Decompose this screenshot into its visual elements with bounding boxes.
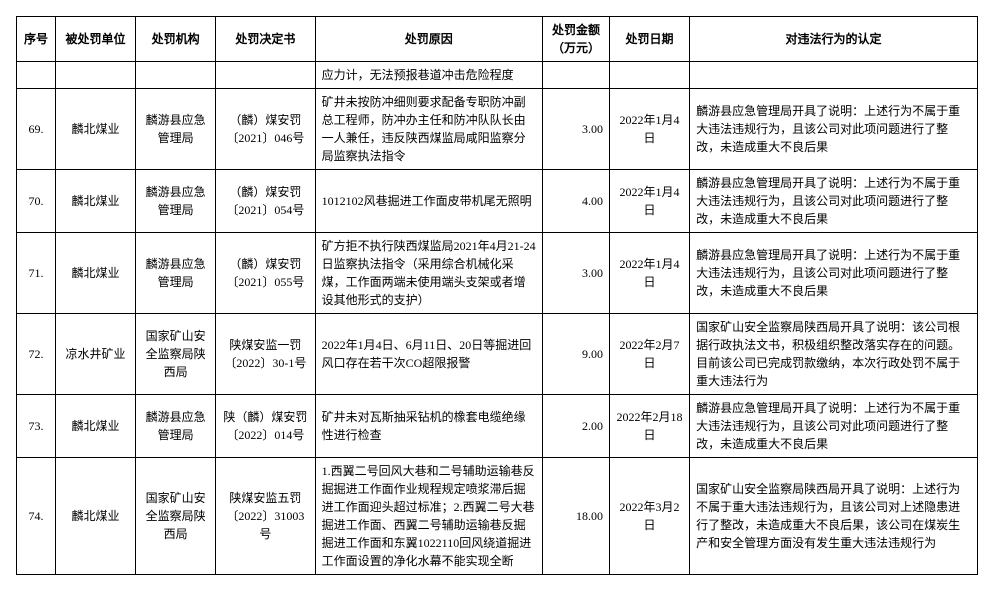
cell-date: 2022年2月18日: [610, 395, 690, 458]
col-header-date: 处罚日期: [610, 17, 690, 62]
table-row: 70.麟北煤业麟游县应急管理局（麟）煤安罚〔2021〕054号1012102风巷…: [17, 170, 978, 233]
cell-agency: 麟游县应急管理局: [136, 395, 216, 458]
cell-agency: 国家矿山安全监察局陕西局: [136, 314, 216, 395]
col-header-reason: 处罚原因: [315, 17, 542, 62]
cell-unit: 麟北煤业: [55, 233, 135, 314]
cell-idx: 74.: [17, 458, 56, 575]
cell-amount: 4.00: [542, 170, 609, 233]
cell-amount: [542, 62, 609, 89]
header-row: 序号 被处罚单位 处罚机构 处罚决定书 处罚原因 处罚金额（万元） 处罚日期 对…: [17, 17, 978, 62]
cell-date: 2022年1月4日: [610, 233, 690, 314]
cell-finding: 麟游县应急管理局开具了说明：上述行为不属于重大违法违规行为，且该公司对此项问题进…: [690, 233, 978, 314]
cell-unit: 麟北煤业: [55, 395, 135, 458]
cell-date: [610, 62, 690, 89]
cell-idx: 69.: [17, 89, 56, 170]
cell-finding: 国家矿山安全监察局陕西局开具了说明：上述行为不属于重大违法违规行为，且该公司对上…: [690, 458, 978, 575]
cell-unit: 凉水井矿业: [55, 314, 135, 395]
table-row: 74.麟北煤业国家矿山安全监察局陕西局陕煤安监五罚〔2022〕31003号1.西…: [17, 458, 978, 575]
cell-date: 2022年2月7日: [610, 314, 690, 395]
cell-reason: 矿井未按防冲细则要求配备专职防冲副总工程师，防冲办主任和防冲队队长由一人兼任，违…: [315, 89, 542, 170]
cell-agency: 国家矿山安全监察局陕西局: [136, 458, 216, 575]
cell-amount: 9.00: [542, 314, 609, 395]
cell-idx: 71.: [17, 233, 56, 314]
cell-doc: [216, 62, 316, 89]
cell-date: 2022年1月4日: [610, 89, 690, 170]
cell-reason: 应力计，无法预报巷道冲击危险程度: [315, 62, 542, 89]
cell-reason: 1012102风巷掘进工作面皮带机尾无照明: [315, 170, 542, 233]
cell-doc: （麟）煤安罚〔2021〕055号: [216, 233, 316, 314]
table-body: 应力计，无法预报巷道冲击危险程度69.麟北煤业麟游县应急管理局（麟）煤安罚〔20…: [17, 62, 978, 575]
col-header-agency: 处罚机构: [136, 17, 216, 62]
col-header-finding: 对违法行为的认定: [690, 17, 978, 62]
cell-idx: 72.: [17, 314, 56, 395]
cell-amount: 3.00: [542, 233, 609, 314]
cell-amount: 18.00: [542, 458, 609, 575]
cell-idx: 73.: [17, 395, 56, 458]
cell-reason: 矿井未对瓦斯抽采钻机的橡套电缆绝缘性进行检查: [315, 395, 542, 458]
cell-agency: [136, 62, 216, 89]
cell-finding: [690, 62, 978, 89]
cell-doc: 陕煤安监五罚〔2022〕31003号: [216, 458, 316, 575]
table-row: 72.凉水井矿业国家矿山安全监察局陕西局陕煤安监一罚〔2022〕30-1号202…: [17, 314, 978, 395]
cell-agency: 麟游县应急管理局: [136, 233, 216, 314]
table-row: 69.麟北煤业麟游县应急管理局（麟）煤安罚〔2021〕046号矿井未按防冲细则要…: [17, 89, 978, 170]
cell-date: 2022年1月4日: [610, 170, 690, 233]
cell-unit: 麟北煤业: [55, 458, 135, 575]
cell-unit: 麟北煤业: [55, 170, 135, 233]
cell-finding: 麟游县应急管理局开具了说明：上述行为不属于重大违法违规行为，且该公司对此项问题进…: [690, 170, 978, 233]
cell-date: 2022年3月2日: [610, 458, 690, 575]
col-header-amount: 处罚金额（万元）: [542, 17, 609, 62]
cell-amount: 3.00: [542, 89, 609, 170]
cell-doc: （麟）煤安罚〔2021〕054号: [216, 170, 316, 233]
cell-doc: 陕煤安监一罚〔2022〕30-1号: [216, 314, 316, 395]
cell-agency: 麟游县应急管理局: [136, 170, 216, 233]
cell-reason: 矿方拒不执行陕西煤监局2021年4月21-24日监察执法指令（采用综合机械化采煤…: [315, 233, 542, 314]
cell-unit: [55, 62, 135, 89]
table-header: 序号 被处罚单位 处罚机构 处罚决定书 处罚原因 处罚金额（万元） 处罚日期 对…: [17, 17, 978, 62]
cell-agency: 麟游县应急管理局: [136, 89, 216, 170]
cell-doc: 陕（麟）煤安罚〔2022〕014号: [216, 395, 316, 458]
cell-finding: 麟游县应急管理局开具了说明：上述行为不属于重大违法违规行为，且该公司对此项问题进…: [690, 89, 978, 170]
table-row: 73.麟北煤业麟游县应急管理局陕（麟）煤安罚〔2022〕014号矿井未对瓦斯抽采…: [17, 395, 978, 458]
table-row: 71.麟北煤业麟游县应急管理局（麟）煤安罚〔2021〕055号矿方拒不执行陕西煤…: [17, 233, 978, 314]
col-header-unit: 被处罚单位: [55, 17, 135, 62]
table-row: 应力计，无法预报巷道冲击危险程度: [17, 62, 978, 89]
cell-reason: 2022年1月4日、6月11日、20日等掘进回风口存在若干次CO超限报警: [315, 314, 542, 395]
penalty-table: 序号 被处罚单位 处罚机构 处罚决定书 处罚原因 处罚金额（万元） 处罚日期 对…: [16, 16, 978, 575]
cell-finding: 麟游县应急管理局开具了说明：上述行为不属于重大违法违规行为，且该公司对此项问题进…: [690, 395, 978, 458]
col-header-doc: 处罚决定书: [216, 17, 316, 62]
cell-idx: 70.: [17, 170, 56, 233]
cell-unit: 麟北煤业: [55, 89, 135, 170]
cell-idx: [17, 62, 56, 89]
col-header-idx: 序号: [17, 17, 56, 62]
cell-amount: 2.00: [542, 395, 609, 458]
cell-doc: （麟）煤安罚〔2021〕046号: [216, 89, 316, 170]
cell-finding: 国家矿山安全监察局陕西局开具了说明：该公司根据行政执法文书，积极组织整改落实存在…: [690, 314, 978, 395]
cell-reason: 1.西翼二号回风大巷和二号辅助运输巷反掘掘进工作面作业规程规定喷浆滞后掘进工作面…: [315, 458, 542, 575]
